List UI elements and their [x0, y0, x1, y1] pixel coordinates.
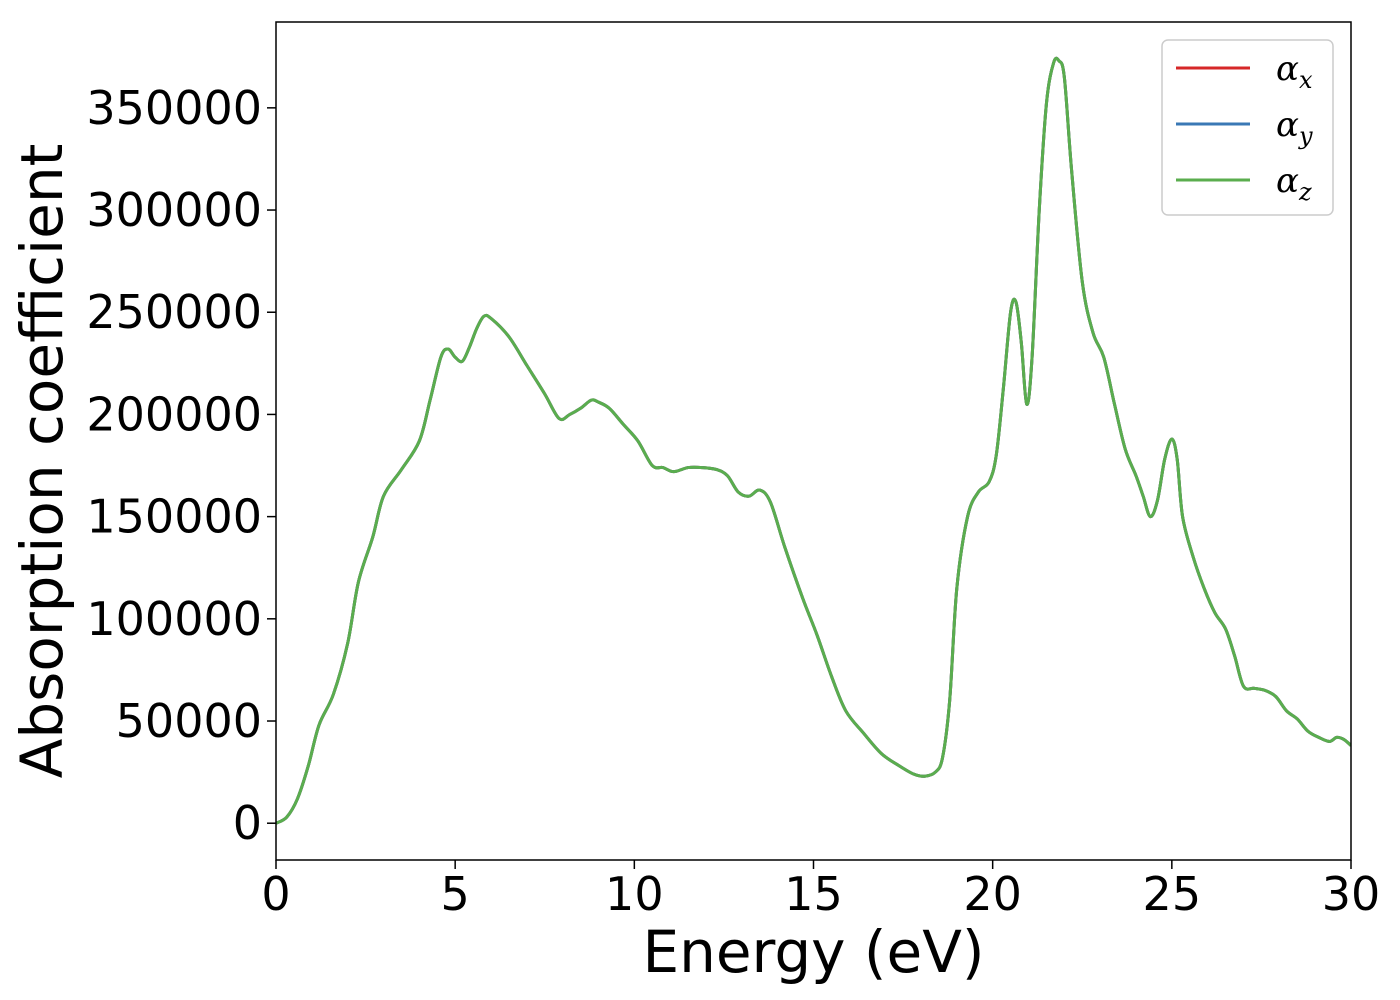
legend: αx αy αz [1161, 39, 1334, 216]
legend-label-x: αx [1276, 49, 1313, 94]
series-layer [276, 56, 1351, 825]
legend-label-y: αy [1276, 105, 1313, 150]
x-axis-title: Energy (eV) [642, 918, 984, 986]
x-tick-label: 20 [963, 867, 1022, 921]
y-tick-label: 300000 [86, 183, 262, 237]
x-axis: 0 5 10 15 20 25 30 [261, 860, 1380, 921]
x-tick-label: 5 [441, 867, 470, 921]
x-tick-label: 10 [605, 867, 664, 921]
y-axis: 0 50000 100000 150000 200000 250000 300000 3500… [86, 81, 276, 850]
x-tick-label: 0 [261, 867, 290, 921]
y-tick-label: 250000 [86, 285, 262, 339]
legend-label-z: αz [1276, 161, 1312, 206]
y-tick-label: 100000 [86, 592, 262, 646]
y-tick-label: 50000 [116, 694, 262, 748]
y-tick-label: 350000 [86, 81, 262, 135]
y-tick-label: 150000 [86, 490, 262, 544]
y-tick-label: 0 [233, 796, 262, 850]
y-tick-label: 200000 [86, 387, 262, 441]
x-tick-label: 15 [784, 867, 843, 921]
y-axis-title: Absorption coefficient [8, 144, 76, 779]
series-line-z [276, 56, 1351, 825]
x-tick-label: 30 [1322, 867, 1381, 921]
x-tick-label: 25 [1143, 867, 1202, 921]
legend-box [1161, 39, 1334, 216]
